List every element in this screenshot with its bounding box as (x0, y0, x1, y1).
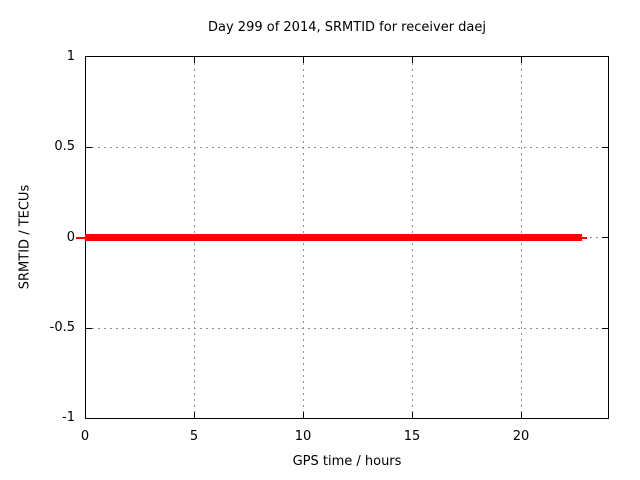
x-tick-label: 15 (403, 429, 421, 444)
x-tick-mark-bottom-15 (412, 412, 413, 418)
x-tick-label: 20 (512, 429, 530, 444)
y-tick-label: 0.5 (54, 139, 75, 154)
y-tick-mark-left-0p5 (86, 147, 92, 148)
y-tick-label: 0 (66, 230, 75, 245)
x-tick-label: 10 (294, 429, 312, 444)
y-tick-mark-left-neg0p5 (86, 328, 92, 329)
y-tick-mark-right-0p5 (602, 147, 608, 148)
y-tick-label: -0.5 (49, 320, 75, 335)
y-tick-label: 1 (66, 49, 75, 64)
x-axis-label: GPS time / hours (292, 454, 402, 469)
x-tick-mark-bottom-5 (194, 412, 195, 418)
x-tick-mark-top-15 (412, 57, 413, 63)
x-tick-label: 0 (80, 429, 90, 444)
x-tick-mark-top-5 (194, 57, 195, 63)
h-gridline-0p5 (86, 147, 608, 148)
h-gridline-neg0p5 (86, 328, 608, 329)
x-tick-mark-bottom-10 (303, 412, 304, 418)
x-tick-mark-bottom-20 (521, 412, 522, 418)
y-tick-mark-right-neg0p5 (602, 328, 608, 329)
data-line (85, 234, 582, 241)
x-tick-label: 5 (189, 429, 199, 444)
y-tick-label: -1 (62, 410, 75, 425)
y-tick-mark-right-0 (602, 237, 608, 238)
x-tick-mark-top-10 (303, 57, 304, 63)
x-tick-mark-top-20 (521, 57, 522, 63)
chart-title: Day 299 of 2014, SRMTID for receiver dae… (208, 20, 486, 35)
